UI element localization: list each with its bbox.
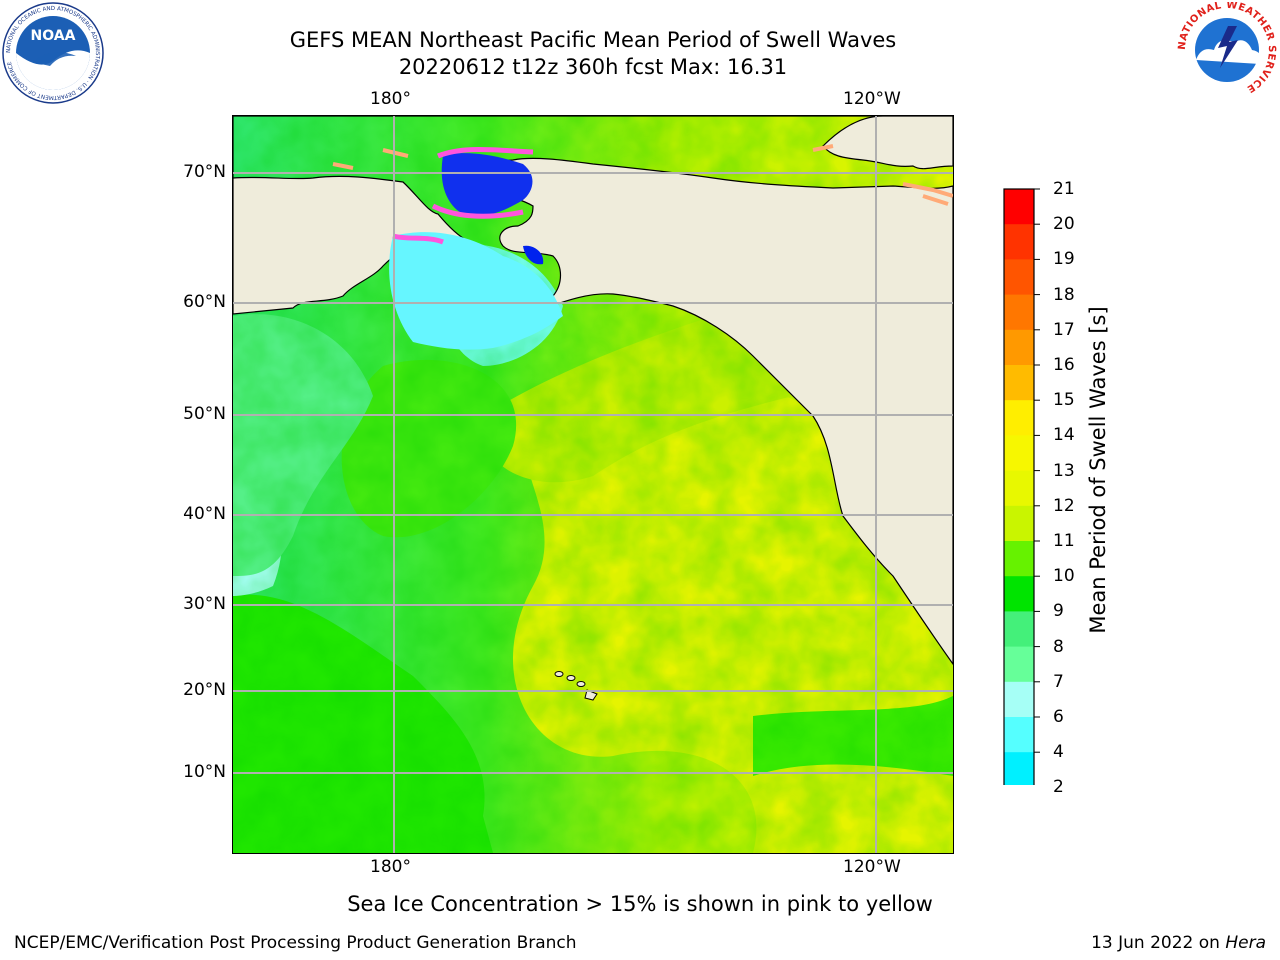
lat-label-60n: 60°N (183, 292, 226, 312)
colorbar-segment (1004, 224, 1034, 260)
colorbar-segment (1004, 505, 1034, 542)
colorbar-segment (1004, 541, 1034, 577)
footer-date: 13 Jun 2022 on Hera (1091, 933, 1266, 953)
colorbar-tick-label: 16 (1053, 355, 1075, 375)
colorbar-segment (1004, 259, 1034, 296)
footer-credit: NCEP/EMC/Verification Post Processing Pr… (14, 933, 577, 953)
colorbar-tick-label: 14 (1053, 425, 1075, 446)
colorbar-tick-label: 12 (1053, 495, 1075, 516)
colorbar-tick-label: 11 (1053, 531, 1075, 551)
lat-label-50n: 50°N (183, 404, 226, 424)
sea-ice-edge (392, 147, 534, 245)
colorbar-tick-label: 18 (1053, 284, 1075, 305)
svg-text:NOAA: NOAA (31, 28, 76, 44)
lon-label-top-180: 180° (370, 89, 411, 109)
colorbar-tick-label: 10 (1053, 566, 1075, 587)
colorbar-tick-label: 2 (1053, 777, 1064, 798)
footer-machine: Hera (1225, 933, 1266, 953)
lon-label-bottom-180: 180° (370, 857, 411, 877)
colorbar-segment (1004, 611, 1034, 648)
footer-date-text: 13 Jun 2022 on (1091, 933, 1220, 953)
page-title: GEFS MEAN Northeast Pacific Mean Period … (289, 28, 897, 52)
lon-label-top-120w: 120°W (843, 89, 901, 109)
lat-label-40n: 40°N (183, 504, 226, 524)
land-north-america (472, 156, 953, 666)
hawaii-islands (554, 671, 598, 701)
colorbar-segment (1004, 400, 1034, 436)
lat-label-20n: 20°N (183, 680, 226, 700)
colorbar-tick-label: 7 (1053, 671, 1064, 692)
colorbar-tick-label: 13 (1053, 460, 1075, 481)
lat-label-30n: 30°N (183, 594, 226, 614)
sea-ice-arctic-orange (332, 144, 953, 206)
colorbar-frame (1003, 188, 1035, 785)
colorbar-segment (1004, 752, 1034, 785)
colorbar (1003, 188, 1040, 785)
colorbar-tick-label: 8 (1053, 636, 1064, 657)
colorbar-tick-label: 21 (1053, 179, 1075, 199)
colorbar-segment (1004, 681, 1034, 718)
colorbar-segment (1004, 329, 1034, 366)
colorbar-segment (1004, 189, 1034, 225)
colorbar-label: Mean Period of Swell Waves [s] (1086, 306, 1110, 634)
graticule (233, 116, 953, 853)
lat-label-70n: 70°N (183, 162, 226, 182)
colorbar-tick-label: 9 (1053, 601, 1064, 622)
land-arctic-canada (822, 116, 953, 170)
bering-sea-cyan (389, 232, 563, 350)
colorbar-tick-label: 20 (1053, 214, 1075, 235)
nws-logo: NATIONAL WEATHER SERVICE (1177, 2, 1277, 97)
swell-period-map (233, 116, 953, 853)
page-subtitle: 20220612 t12z 360h fcst Max: 16.31 (398, 55, 788, 79)
colorbar-segment (1004, 646, 1034, 683)
colorbar-segment (1004, 717, 1034, 753)
colorbar-segment (1004, 435, 1034, 472)
colorbar-segment (1004, 294, 1034, 331)
lon-label-bottom-120w: 120°W (843, 857, 901, 877)
colorbar-segment (1004, 470, 1034, 507)
colorbar-tick-label: 15 (1053, 390, 1075, 411)
colorbar-tick-label: 6 (1053, 707, 1064, 727)
colorbar-tick-label: 19 (1053, 249, 1075, 270)
norton-sound-blue (523, 245, 544, 265)
colorbar-tick-label: 17 (1053, 319, 1075, 340)
lat-label-10n: 10°N (183, 762, 226, 782)
bering-sea-deep-blue (441, 153, 533, 217)
noaa-logo: NOAA NATIONAL OCEANIC AND ATMOSPHERIC AD… (2, 2, 104, 104)
sea-ice-note: Sea Ice Concentration > 15% is shown in … (347, 892, 933, 916)
map-panel (232, 115, 954, 854)
colorbar-segment (1004, 576, 1034, 612)
colorbar-tick-label: 4 (1053, 742, 1064, 763)
colorbar-segment (1004, 365, 1034, 401)
